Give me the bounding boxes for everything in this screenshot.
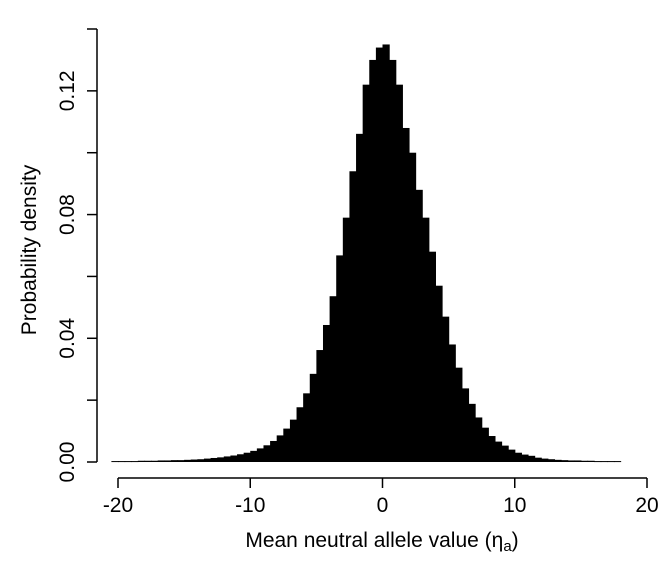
histogram-bar: [541, 458, 549, 462]
histogram-bar: [561, 460, 569, 462]
histogram-bar: [448, 344, 456, 462]
histogram-bar: [587, 460, 595, 462]
histogram-bar: [534, 457, 542, 462]
histogram-bar: [382, 44, 390, 463]
histogram-bar: [151, 460, 159, 462]
histogram-bars: [111, 44, 622, 463]
histogram-bar: [547, 459, 556, 462]
histogram-bar: [389, 59, 397, 463]
histogram-bar: [184, 459, 192, 462]
histogram-bar: [111, 461, 119, 463]
histogram-bar: [580, 460, 589, 462]
histogram-bar: [137, 460, 146, 462]
histogram-bar: [415, 189, 423, 462]
histogram-bar: [316, 350, 324, 462]
histogram-bar: [554, 459, 562, 462]
x-axis-title: Mean neutral allele value (ηa): [245, 529, 518, 555]
histogram-bar: [190, 459, 198, 462]
histogram-bar: [263, 445, 271, 462]
y-tick-label: 0.12: [56, 70, 79, 111]
x-tick-label: -20: [103, 494, 133, 517]
histogram-bar: [594, 461, 602, 463]
histogram-bar: [514, 452, 522, 462]
histogram-bar: [322, 324, 331, 462]
histogram-bar: [270, 440, 278, 462]
histogram-bar: [402, 127, 410, 462]
histogram-bar: [342, 217, 351, 462]
histogram-bar: [197, 459, 205, 462]
histogram-bar: [203, 458, 212, 462]
histogram-bar: [481, 427, 489, 462]
histogram-bar: [309, 373, 317, 462]
y-tick-label: 0.08: [56, 194, 79, 235]
histogram-bar: [567, 460, 575, 462]
histogram-bar: [336, 255, 344, 462]
histogram-bar: [256, 448, 265, 462]
histogram-bar: [131, 461, 139, 463]
x-axis: -20 -10 0 10 20: [103, 477, 659, 517]
histogram-bar: [508, 449, 516, 462]
histogram-bar: [303, 393, 311, 462]
x-axis-title-text: Mean neutral allele value (: [245, 529, 491, 552]
y-axis: 0.00 0.04 0.08 0.12: [56, 28, 98, 483]
histogram-bar: [223, 456, 232, 462]
x-axis-title-symbol: η: [492, 529, 504, 552]
x-axis-title-subscript: a: [503, 538, 512, 555]
histogram-bar: [607, 461, 615, 463]
histogram-bar: [435, 285, 443, 462]
histogram-bar: [124, 461, 132, 463]
histogram-bar: [475, 417, 483, 462]
x-tick-label: 20: [635, 494, 658, 517]
x-tick-label: 0: [377, 494, 389, 517]
histogram-bar: [243, 452, 251, 462]
histogram-bar: [428, 251, 436, 462]
histogram-bar: [296, 407, 304, 462]
histogram-bar: [369, 59, 377, 463]
histogram-bar: [177, 460, 185, 462]
histogram-bar: [408, 152, 417, 462]
histogram-bar: [217, 457, 225, 462]
histogram-bar: [613, 461, 622, 463]
histogram-bar: [276, 435, 284, 462]
histogram-bar: [442, 316, 450, 462]
histogram-bar: [362, 84, 370, 463]
histogram-bar: [356, 133, 364, 462]
histogram-bar: [250, 450, 258, 462]
histogram-bar: [488, 436, 496, 462]
y-axis-title: Probability density: [18, 164, 41, 335]
histogram-bar: [230, 455, 238, 462]
histogram-bar: [574, 460, 582, 462]
x-tick-label: -10: [235, 494, 265, 517]
histogram-bar: [283, 428, 291, 462]
histogram-bar: [237, 454, 245, 462]
histogram-bar: [527, 455, 536, 462]
histogram-bar: [118, 461, 126, 463]
histogram-bar: [501, 445, 509, 462]
y-tick-label: 0.04: [56, 318, 79, 359]
histogram-bar: [164, 460, 172, 462]
histogram-bar: [600, 461, 608, 463]
y-ticks: 0.00 0.04 0.08 0.12: [56, 28, 97, 483]
histogram-bar: [375, 47, 384, 463]
histogram-bar: [210, 457, 218, 462]
histogram-bar: [395, 84, 403, 463]
x-tick-label: 10: [503, 494, 526, 517]
histogram-bar: [157, 460, 165, 462]
histogram-bar: [329, 296, 337, 462]
histogram-bar: [461, 388, 470, 462]
histogram-bar: [521, 454, 529, 462]
histogram-bar: [144, 460, 152, 462]
histogram-bar: [349, 171, 357, 462]
histogram-bar: [455, 367, 463, 462]
histogram-bar: [494, 441, 503, 462]
histogram-bar: [289, 419, 298, 462]
x-ticks: -20 -10 0 10 20: [103, 478, 659, 517]
y-tick-label: 0.00: [56, 442, 79, 483]
histogram-bar: [170, 460, 179, 462]
histogram-bar: [468, 403, 476, 462]
x-axis-title-close: ): [512, 529, 519, 552]
histogram-bar: [422, 217, 430, 462]
